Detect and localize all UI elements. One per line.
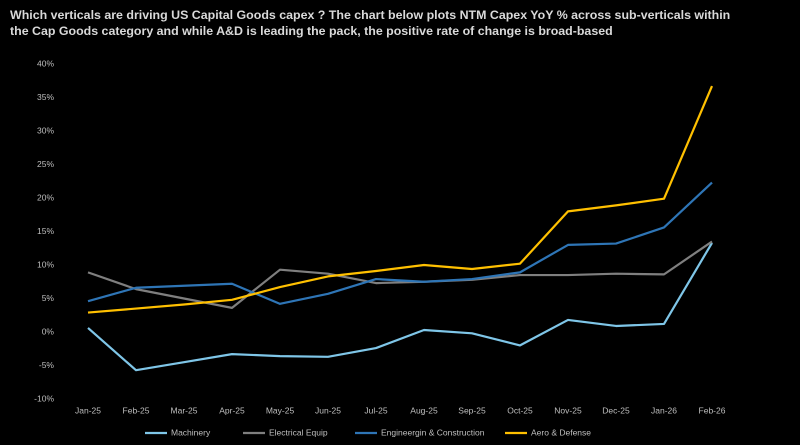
y-tick-label: 25% [37, 159, 54, 169]
series-line [87, 242, 713, 372]
series-line [87, 85, 714, 314]
x-tick-label: May-25 [266, 405, 295, 415]
x-tick-label: Oct-25 [507, 405, 533, 415]
y-tick-label: 15% [37, 226, 54, 236]
y-tick-label: 40% [37, 58, 54, 68]
y-tick-label: -5% [39, 360, 55, 370]
legend-label: Aero & Defense [531, 427, 591, 437]
legend-label: Electrical Equip [269, 427, 328, 437]
x-tick-label: Mar-25 [171, 405, 198, 415]
y-tick-label: 20% [37, 192, 54, 202]
y-tick-label: 10% [37, 259, 54, 269]
y-tick-label: 0% [42, 326, 55, 336]
x-tick-label: Jan-25 [75, 405, 101, 415]
x-tick-label: Feb-26 [699, 405, 726, 415]
x-tick-label: Jan-26 [651, 405, 677, 415]
x-tick-label: Aug-25 [410, 405, 438, 415]
series-line [87, 240, 713, 309]
y-tick-label: 30% [37, 125, 54, 135]
chart-title: Which verticals are driving US Capital G… [10, 8, 731, 38]
legend-label: Machinery [171, 427, 211, 437]
x-tick-label: Dec-25 [602, 405, 630, 415]
y-tick-label: -10% [34, 393, 54, 403]
x-tick-label: Jul-25 [364, 405, 387, 415]
x-tick-label: Apr-25 [219, 405, 245, 415]
legend-label: Engineergin & Construction [381, 427, 485, 437]
y-tick-label: 35% [37, 92, 54, 102]
x-tick-label: Sep-25 [458, 405, 486, 415]
x-tick-label: Jun-25 [315, 405, 341, 415]
series-line [87, 181, 713, 305]
x-tick-label: Feb-25 [123, 405, 150, 415]
x-tick-label: Nov-25 [554, 405, 582, 415]
y-tick-label: 5% [42, 293, 55, 303]
